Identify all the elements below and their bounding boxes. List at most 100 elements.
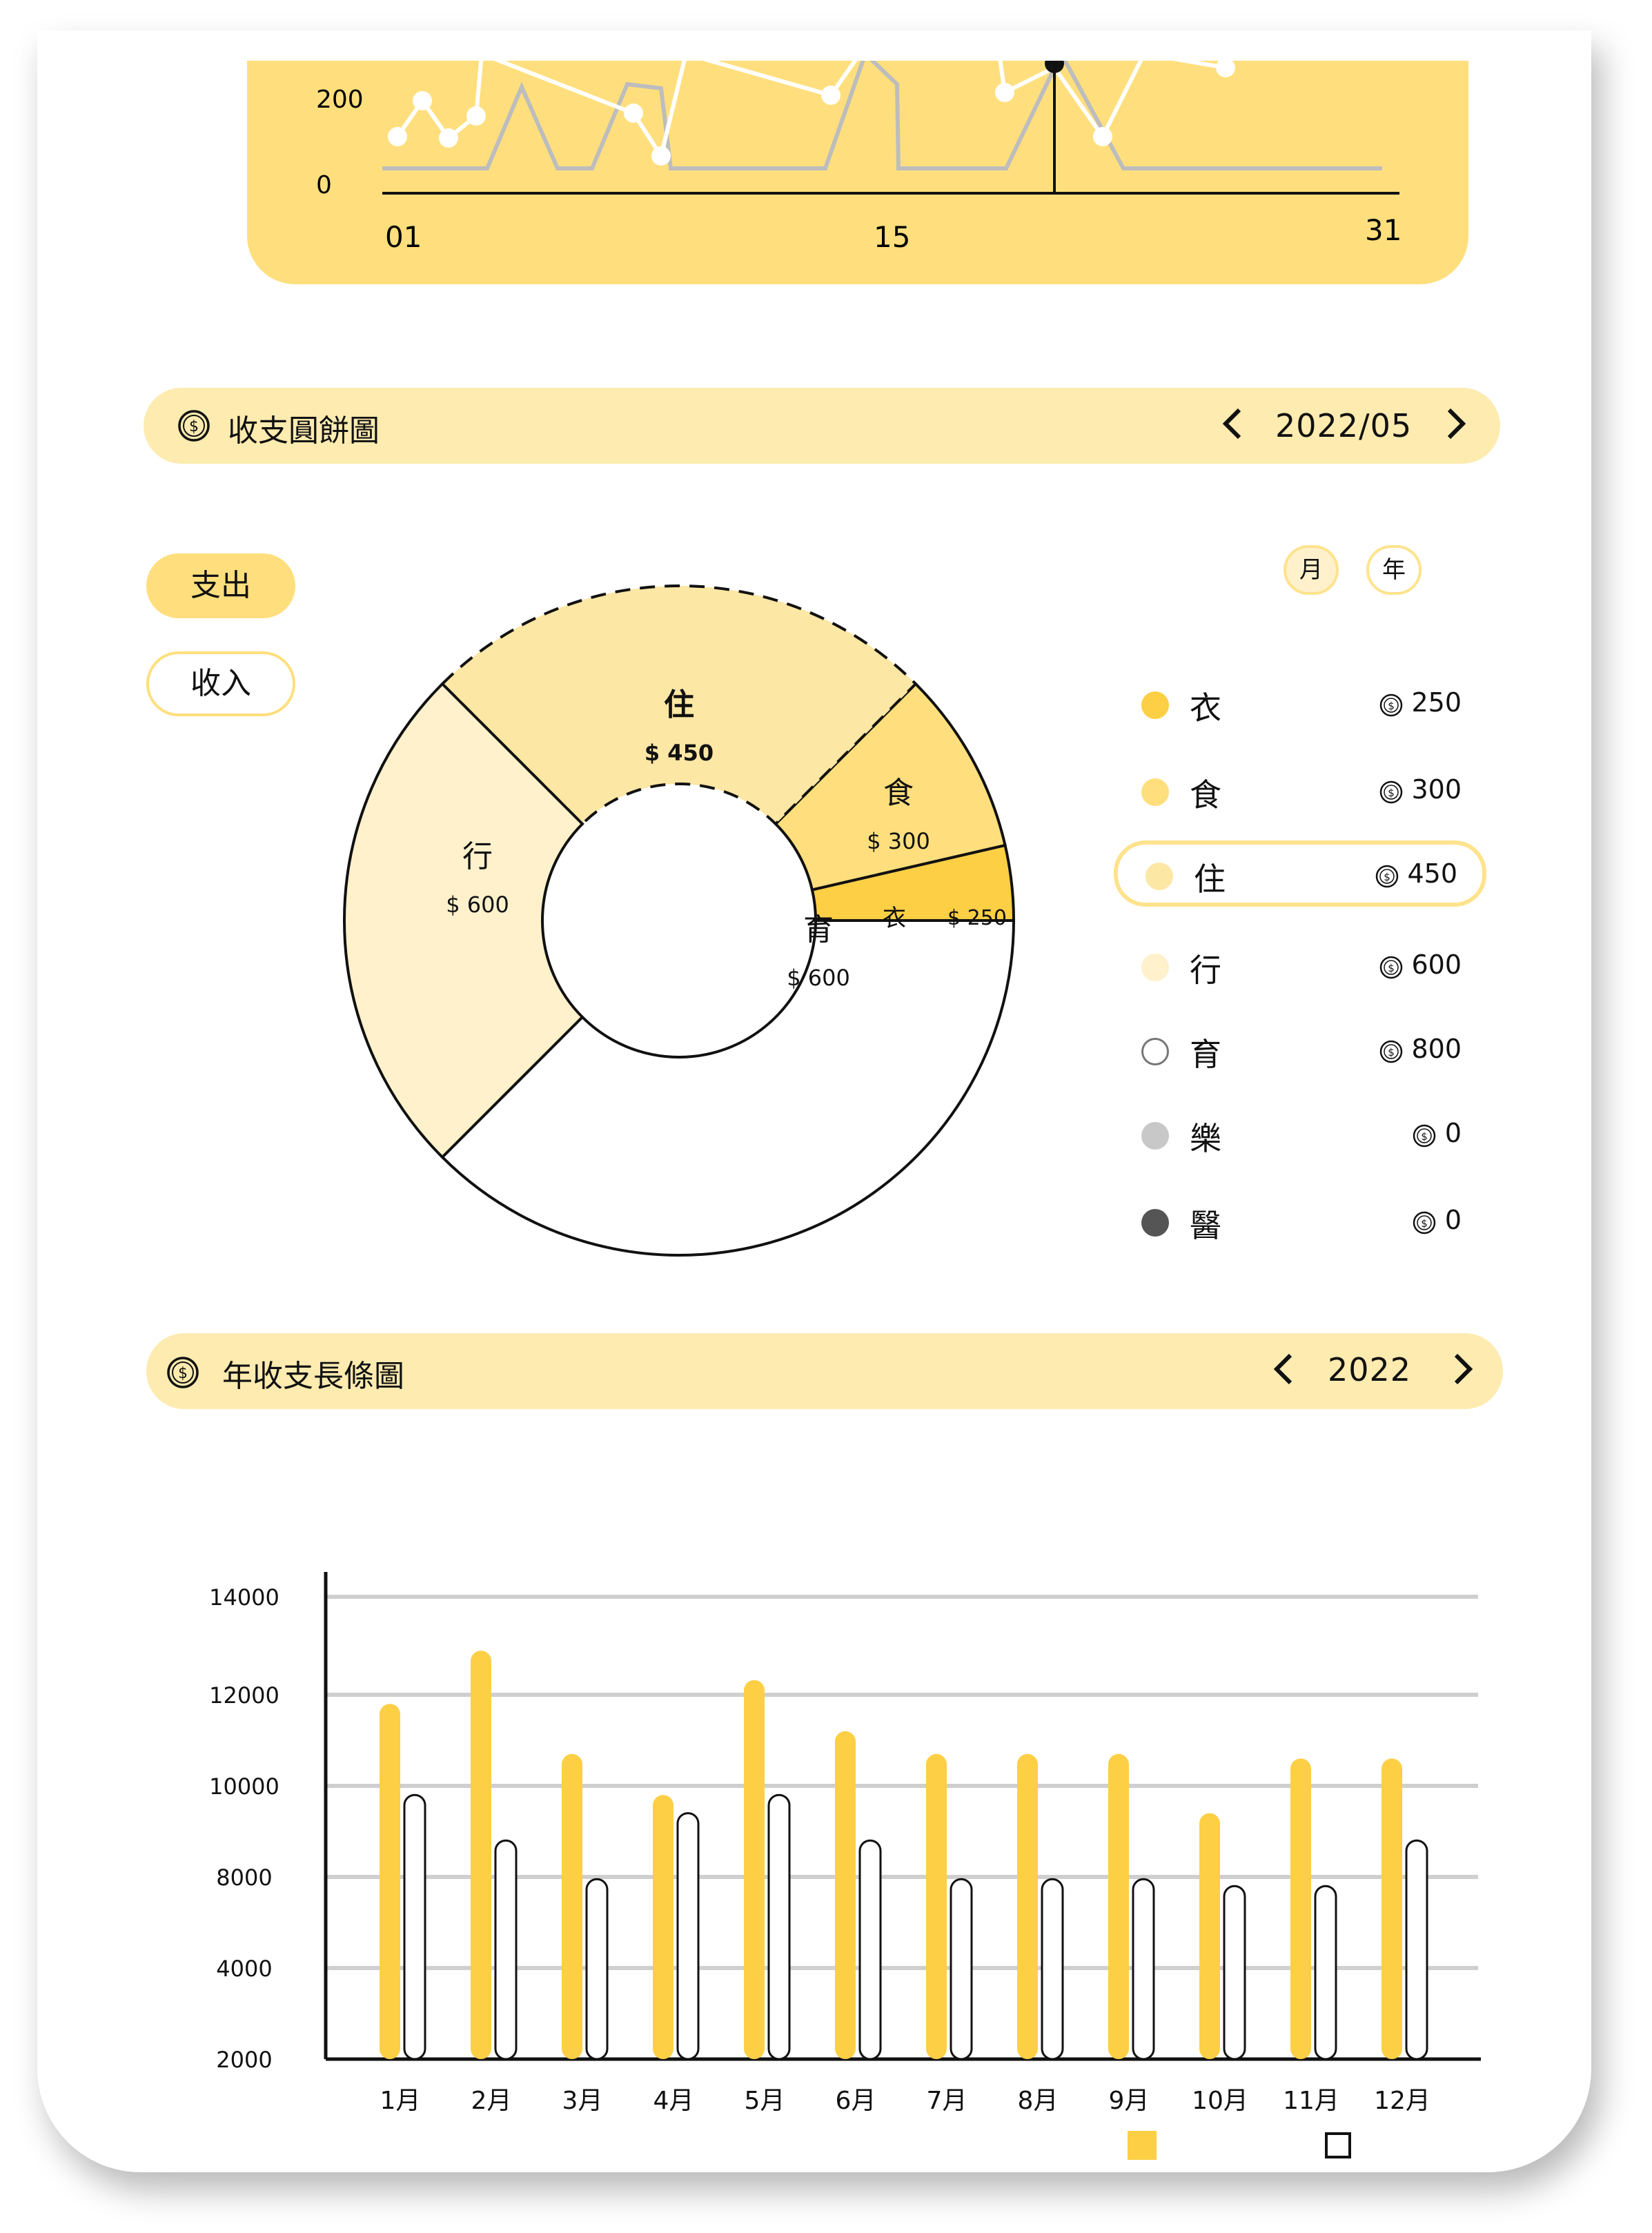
expense-toggle-button[interactable]: 支出 <box>146 553 295 618</box>
pie-slice-category-label: 衣 <box>883 905 906 932</box>
income-bar[interactable] <box>1381 1758 1402 2059</box>
x-tick-label: 12月 <box>1374 2087 1430 2115</box>
pie-slice-住[interactable] <box>440 584 918 826</box>
x-tick-label: 2月 <box>471 2087 512 2115</box>
x-tick-label: 31 <box>1365 213 1402 247</box>
legend-amount: 0 <box>1444 1205 1462 1235</box>
cursor-dot[interactable] <box>1045 61 1064 73</box>
y-tick-label: 10000 <box>209 1773 279 1800</box>
income-bar[interactable] <box>380 1704 400 2059</box>
income-line <box>395 61 1226 161</box>
expense-bar[interactable] <box>1132 1878 1155 2060</box>
period-label: 2022 <box>1328 1351 1412 1388</box>
x-tick-label: 5月 <box>745 2087 785 2115</box>
svg-text:$: $ <box>1388 787 1395 799</box>
income-bar[interactable] <box>744 1680 765 2059</box>
pie-section-header: $ 收支圓餅圖 2022/05 <box>144 388 1500 464</box>
y-tick-label: 4000 <box>216 1956 272 1982</box>
daily-line-chart-card: 200 0 01 15 31 <box>247 61 1468 284</box>
expense-bar[interactable] <box>1314 1885 1337 2060</box>
x-tick-label: 01 <box>385 220 422 254</box>
yearly-bar-chart: 14000 12000 10000 8000 4000 2000 1月 2月 3月 4月 5月 6月 7… <box>209 1572 1481 2115</box>
dollar-coin-icon: $ <box>1375 865 1399 888</box>
pie-slice-value-label: $ 250 <box>947 906 1007 930</box>
expense-legend-swatch <box>1325 2132 1351 2158</box>
legend-item-住[interactable]: 住 $450 <box>1114 840 1486 907</box>
month-toggle-button[interactable]: 月 <box>1284 545 1339 595</box>
pie-slice-value-label: $ 450 <box>645 740 714 766</box>
dollar-coin-icon: $ <box>1379 780 1403 804</box>
legend-color-dot <box>1141 778 1169 806</box>
pie-slice-category-label: 住 <box>664 687 694 722</box>
income-bar[interactable] <box>1108 1753 1129 2059</box>
next-year-button[interactable] <box>1451 1348 1475 1398</box>
year-toggle-button[interactable]: 年 <box>1366 545 1422 595</box>
expense-bar[interactable] <box>676 1812 700 2060</box>
svg-text:$: $ <box>1388 962 1395 974</box>
expense-bar[interactable] <box>950 1878 973 2060</box>
income-bar[interactable] <box>653 1795 673 2059</box>
x-tick-label: 1月 <box>380 2087 421 2115</box>
x-tick-label: 10月 <box>1192 2087 1248 2115</box>
section-title: 收支圓餅圖 <box>228 413 380 449</box>
bar-section-header: $ 年收支長條圖 2022 <box>146 1333 1503 1409</box>
legend-item-樂[interactable]: 樂 $0 <box>1114 1104 1486 1168</box>
income-bar[interactable] <box>1290 1758 1311 2059</box>
svg-text:$: $ <box>1384 871 1390 883</box>
pie-slice-category-label: 育 <box>803 912 834 947</box>
expense-bar[interactable] <box>1405 1839 1428 2060</box>
legend-category-label: 樂 <box>1190 1120 1221 1157</box>
income-bar[interactable] <box>835 1731 856 2059</box>
pie-slice-育[interactable] <box>440 919 1016 1257</box>
income-toggle-button[interactable]: 收入 <box>146 651 295 716</box>
prev-year-button[interactable] <box>1271 1348 1296 1398</box>
expense-bar[interactable] <box>1223 1885 1246 2060</box>
income-bar[interactable] <box>471 1651 491 2059</box>
expense-bar[interactable] <box>1041 1878 1064 2060</box>
legend-item-衣[interactable]: 衣 $250 <box>1114 673 1486 737</box>
expense-bar[interactable] <box>858 1839 882 2060</box>
legend-item-醫[interactable]: 醫 $0 <box>1114 1191 1486 1255</box>
next-month-button[interactable] <box>1444 403 1468 453</box>
legend-category-label: 住 <box>1194 860 1226 898</box>
expense-bar[interactable] <box>494 1839 518 2060</box>
dollar-coin-icon: $ <box>178 410 210 442</box>
pie-slice-食[interactable] <box>774 682 1007 892</box>
pie-slice-行[interactable] <box>342 682 584 1159</box>
legend-category-label: 衣 <box>1190 689 1221 727</box>
legend-amount: 250 <box>1411 687 1462 718</box>
legend-category-label: 行 <box>1190 952 1221 989</box>
legend-color-dot <box>1141 1209 1169 1237</box>
x-tick-label: 4月 <box>653 2087 694 2115</box>
legend-item-食[interactable]: 食 $300 <box>1114 760 1486 824</box>
daily-line-chart: 200 0 01 15 31 <box>316 61 1402 254</box>
dollar-coin-icon: $ <box>1379 693 1403 717</box>
income-bar[interactable] <box>562 1753 582 2059</box>
pie-slice-category-label: 行 <box>462 839 493 874</box>
svg-text:$: $ <box>178 1365 188 1382</box>
expense-bar[interactable] <box>767 1793 791 2060</box>
legend-category-label: 醫 <box>1190 1207 1221 1244</box>
prev-month-button[interactable] <box>1220 403 1245 453</box>
svg-text:$: $ <box>1421 1217 1428 1230</box>
legend-amount: 800 <box>1411 1034 1462 1064</box>
y-tick-label: 14000 <box>209 1584 279 1611</box>
x-tick-label: 15 <box>874 220 910 254</box>
expense-bar[interactable] <box>403 1793 426 2060</box>
dollar-coin-icon: $ <box>1413 1211 1436 1234</box>
phone-screen: 200 0 01 15 31 $ 收支圓餅圖 2022/05 支出 收入 月 年… <box>37 30 1591 2172</box>
svg-text:$: $ <box>1388 700 1395 712</box>
expense-bar[interactable] <box>585 1878 609 2060</box>
pie-slice-value-label: $ 600 <box>446 892 509 918</box>
legend-item-育[interactable]: 育 $800 <box>1114 1020 1486 1083</box>
legend-item-行[interactable]: 行 $600 <box>1114 936 1486 999</box>
income-bar[interactable] <box>926 1753 947 2059</box>
income-bar[interactable] <box>1199 1813 1220 2059</box>
y-tick-label: 2000 <box>216 2047 272 2073</box>
dollar-coin-icon: $ <box>1413 1124 1436 1148</box>
donut-chart: 住 $ 450 食 $ 300 行 $ 600 育 $ 600 衣 $ 250 <box>342 584 1016 1257</box>
legend-color-dot <box>1141 954 1169 981</box>
dollar-coin-icon: $ <box>167 1357 199 1388</box>
income-bar[interactable] <box>1017 1753 1038 2059</box>
expense-line <box>382 61 1382 170</box>
